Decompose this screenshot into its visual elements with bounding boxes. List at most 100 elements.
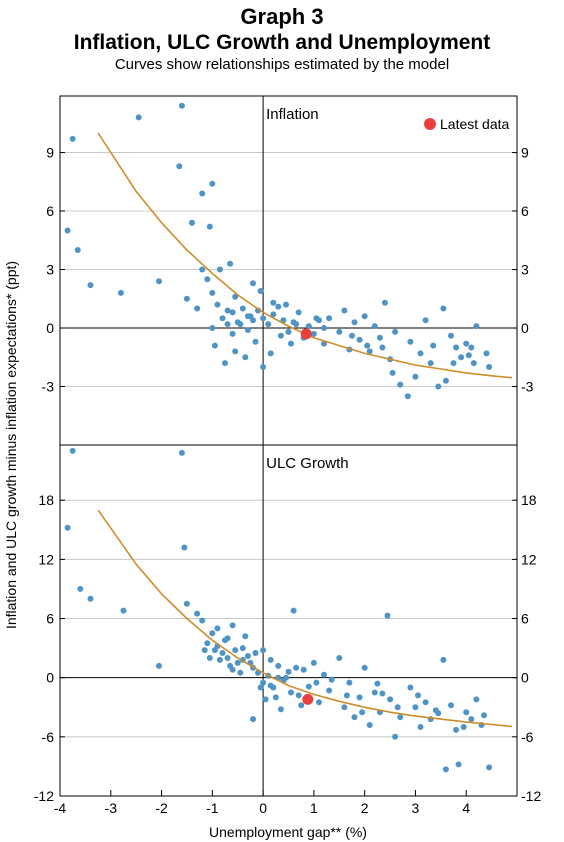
y-tick-label-right: -3 xyxy=(521,379,534,395)
legend-marker xyxy=(424,118,436,130)
data-point xyxy=(87,282,94,289)
data-point xyxy=(252,650,259,656)
data-point xyxy=(239,645,246,652)
data-point xyxy=(394,704,401,711)
data-point xyxy=(293,321,300,328)
data-point xyxy=(211,647,218,654)
data-point xyxy=(432,707,439,714)
panel-title: Inflation xyxy=(266,106,319,123)
data-point xyxy=(288,689,294,696)
data-point xyxy=(361,313,368,320)
x-tick-label: 1 xyxy=(310,800,318,816)
data-point xyxy=(206,223,213,230)
data-point xyxy=(260,679,267,686)
data-point xyxy=(374,680,381,687)
graph-title: Graph 3 xyxy=(240,4,324,29)
data-point xyxy=(252,338,259,345)
data-point xyxy=(229,622,236,629)
data-point xyxy=(300,666,307,673)
data-point xyxy=(178,102,185,109)
panel-ulc-growth: -12 -12 -6 -6 0 0 6 6 12 12 18 18 ULC Growth xyxy=(34,445,541,804)
model-curve xyxy=(97,132,512,379)
data-point xyxy=(392,733,399,740)
data-point xyxy=(237,321,244,328)
data-point xyxy=(265,321,272,328)
x-tick-label: 2 xyxy=(361,800,369,816)
data-point xyxy=(283,674,289,681)
data-point xyxy=(389,369,396,376)
data-point xyxy=(288,340,294,347)
latest-data-point xyxy=(300,328,312,340)
data-point xyxy=(361,664,368,671)
data-point xyxy=(351,319,358,326)
data-point xyxy=(450,360,457,367)
data-point xyxy=(356,694,363,701)
data-point xyxy=(458,354,465,361)
data-point xyxy=(199,617,206,624)
data-point xyxy=(277,706,284,713)
model-curve xyxy=(97,509,512,728)
panel-title: ULC Growth xyxy=(266,455,349,472)
data-point xyxy=(260,364,267,370)
data-point xyxy=(270,311,277,318)
data-point xyxy=(120,607,127,614)
data-point xyxy=(227,260,234,267)
data-point xyxy=(135,114,142,121)
data-point xyxy=(483,350,490,357)
data-point xyxy=(209,180,216,187)
data-point xyxy=(351,714,358,721)
data-point xyxy=(222,360,228,367)
data-point xyxy=(310,330,317,337)
data-point xyxy=(242,354,249,361)
panel-inflation: -3 -3 0 0 3 3 6 6 9 9 Inflation Latest data xyxy=(42,96,534,445)
data-point xyxy=(305,323,312,330)
y-tick-label-left: 3 xyxy=(46,262,54,278)
data-point xyxy=(234,659,241,666)
data-point xyxy=(244,327,251,333)
data-point xyxy=(305,683,312,690)
x-tick-label: 3 xyxy=(412,800,420,816)
graph-subtitle: Inflation, ULC Growth and Unemployment xyxy=(73,31,491,54)
data-point xyxy=(250,280,256,287)
data-point xyxy=(415,692,421,699)
data-point xyxy=(272,694,279,701)
y-tick-label-left: 9 xyxy=(46,145,54,161)
y-tick-label-right: 9 xyxy=(521,145,529,161)
data-point xyxy=(486,364,493,370)
x-tick-label: -1 xyxy=(206,800,219,816)
data-point xyxy=(277,332,284,339)
data-point xyxy=(463,340,470,347)
data-point xyxy=(359,709,366,716)
x-tick-label: 0 xyxy=(259,800,267,816)
data-point xyxy=(384,612,391,619)
data-point xyxy=(285,328,292,335)
data-point xyxy=(328,676,335,683)
data-point xyxy=(229,666,236,673)
data-point xyxy=(219,315,226,322)
data-point xyxy=(283,301,289,308)
data-point xyxy=(481,712,487,719)
data-point xyxy=(209,630,216,637)
data-point xyxy=(224,321,231,328)
data-point xyxy=(232,647,239,654)
data-point xyxy=(270,299,277,306)
data-point xyxy=(371,323,378,330)
data-point xyxy=(366,348,373,355)
x-tick-label: 4 xyxy=(462,800,470,816)
data-point xyxy=(183,295,190,302)
data-point xyxy=(460,724,467,730)
data-point xyxy=(201,647,208,654)
y-tick-label-right: 0 xyxy=(521,670,529,686)
data-point xyxy=(486,764,493,771)
data-point xyxy=(267,682,274,689)
data-point xyxy=(440,305,447,312)
data-point xyxy=(189,219,195,226)
y-tick-label-right: 6 xyxy=(521,203,529,219)
data-point xyxy=(156,278,162,285)
data-point xyxy=(417,724,424,730)
latest-data-point xyxy=(302,693,314,705)
data-point xyxy=(224,655,231,661)
data-point xyxy=(376,334,383,341)
data-point xyxy=(435,383,442,390)
data-point xyxy=(448,332,454,339)
